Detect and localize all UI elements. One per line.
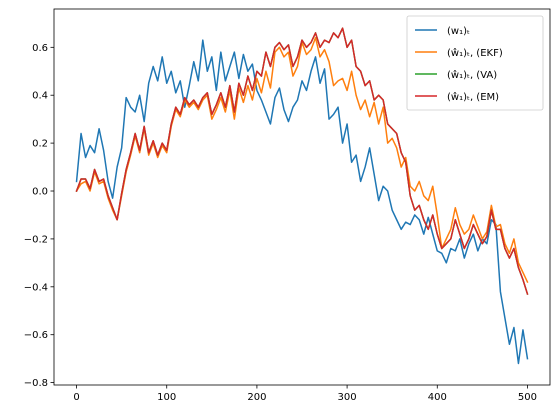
y-tick-label: 0.6 [32,43,48,54]
legend: (w₁)ₜ (ŵ₁)ₜ, (EKF) (ŵ₁)ₜ, (VA) (ŵ₁)ₜ, (EM) [406,15,544,111]
plot-area [75,27,529,365]
y-tick-label: 0.4 [32,91,48,102]
legend-label-1: (w₁)ₜ [447,26,470,37]
y-tick-label: −0.2 [24,234,48,245]
x-axis: 0 100 200 300 400 500 [73,385,537,403]
x-tick-label: 500 [518,392,537,403]
y-tick-label: 0.0 [32,187,48,198]
legend-label-3: (ŵ₁)ₜ, (VA) [447,69,497,81]
y-tick-label: 0.2 [32,139,48,150]
axes-frame [53,8,551,386]
legend-label-2: (ŵ₁)ₜ, (EKF) [447,47,503,59]
x-tick-label: 400 [428,392,447,403]
y-tick-label: −0.6 [24,330,48,341]
x-tick-label: 300 [338,392,357,403]
legend-box [406,15,544,111]
y-tick-label: −0.4 [24,282,48,293]
y-axis: −0.8 −0.6 −0.4 −0.2 0.0 0.2 0.4 0.6 [24,43,54,389]
x-tick-label: 200 [247,392,266,403]
y-tick-label: −0.8 [24,378,48,389]
series-line-1 [75,39,529,365]
legend-label-4: (ŵ₁)ₜ, (EM) [447,91,499,103]
x-tick-label: 0 [73,392,79,403]
series-line-4 [75,27,529,295]
x-tick-label: 100 [157,392,176,403]
